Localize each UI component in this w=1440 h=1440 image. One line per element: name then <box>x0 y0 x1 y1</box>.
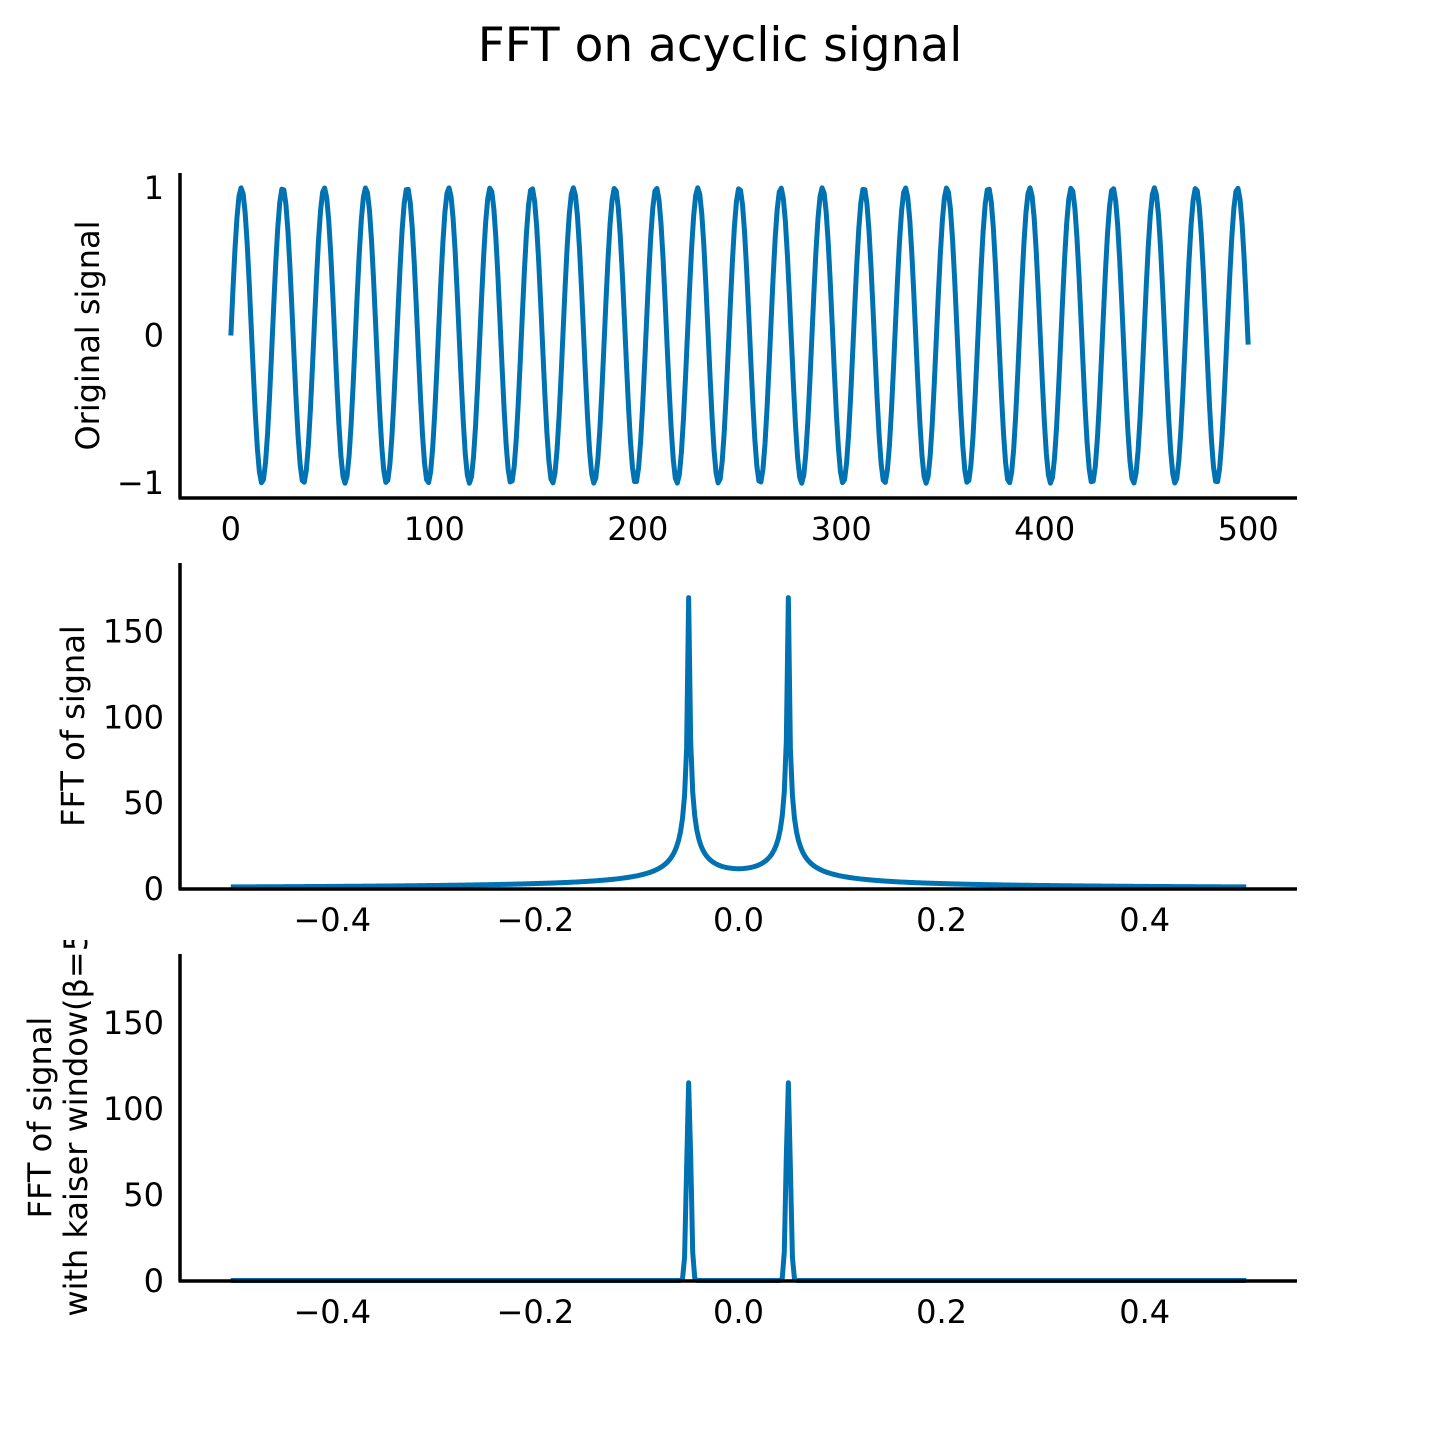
x-tick-label: 200 <box>607 510 668 548</box>
x-tick-label: 0.4 <box>1119 1293 1170 1331</box>
x-tick-label: −0.4 <box>293 1293 371 1331</box>
x-tick-label: −0.2 <box>497 1293 575 1331</box>
x-tick-label: 0.4 <box>1119 901 1170 939</box>
series-line-0 <box>230 595 1247 890</box>
x-tick-label: −0.4 <box>293 901 371 939</box>
x-tick-label: 0 <box>221 510 241 548</box>
y-tick-label: 150 <box>103 613 164 651</box>
x-tick-label: 400 <box>1014 510 1075 548</box>
y-axis-label: FFT of signal <box>54 625 92 827</box>
x-tick-label: 0.0 <box>713 1293 764 1331</box>
y-tick-label: 0 <box>144 870 164 908</box>
y-axis-label: Original signal <box>69 220 107 450</box>
subplot-fft: −0.4 −0.2 0.0 0.2 0.4 0 50 100 150 FFT of signal <box>54 563 1297 939</box>
y-tick-label: 100 <box>103 1090 164 1128</box>
x-tick-label: 0.2 <box>916 901 967 939</box>
y-tick-label: 50 <box>123 1176 164 1214</box>
y-tick-label: 150 <box>103 1004 164 1042</box>
x-tick-label: 500 <box>1218 510 1279 548</box>
y-axis-label: with kaiser window(β=5) <box>57 940 95 1317</box>
x-tick-label: 0.0 <box>713 901 764 939</box>
y-tick-label: 100 <box>103 698 164 736</box>
y-tick-label: 1 <box>144 169 164 207</box>
y-tick-label: 50 <box>123 784 164 822</box>
y-tick-label: 0 <box>144 1262 164 1300</box>
y-tick-label: 0 <box>144 317 164 355</box>
y-tick-label: −1 <box>117 464 164 502</box>
x-tick-label: −0.2 <box>497 901 575 939</box>
figure-title: FFT on acyclic signal <box>477 18 963 73</box>
y-axis-label: FFT of signal <box>21 1017 59 1219</box>
series-line-0 <box>230 1080 1247 1283</box>
x-tick-label: 100 <box>404 510 465 548</box>
series-line-0 <box>228 185 1251 486</box>
x-tick-label: 0.2 <box>916 1293 967 1331</box>
subplot-original-signal: 0 100 200 300 400 500 −1 0 1 Original signal <box>69 169 1297 548</box>
subplot-fft-kaiser: −0.4 −0.2 0.0 0.2 0.4 0 50 100 150 FFT of signalw… <box>21 940 1297 1331</box>
x-tick-label: 300 <box>811 510 872 548</box>
